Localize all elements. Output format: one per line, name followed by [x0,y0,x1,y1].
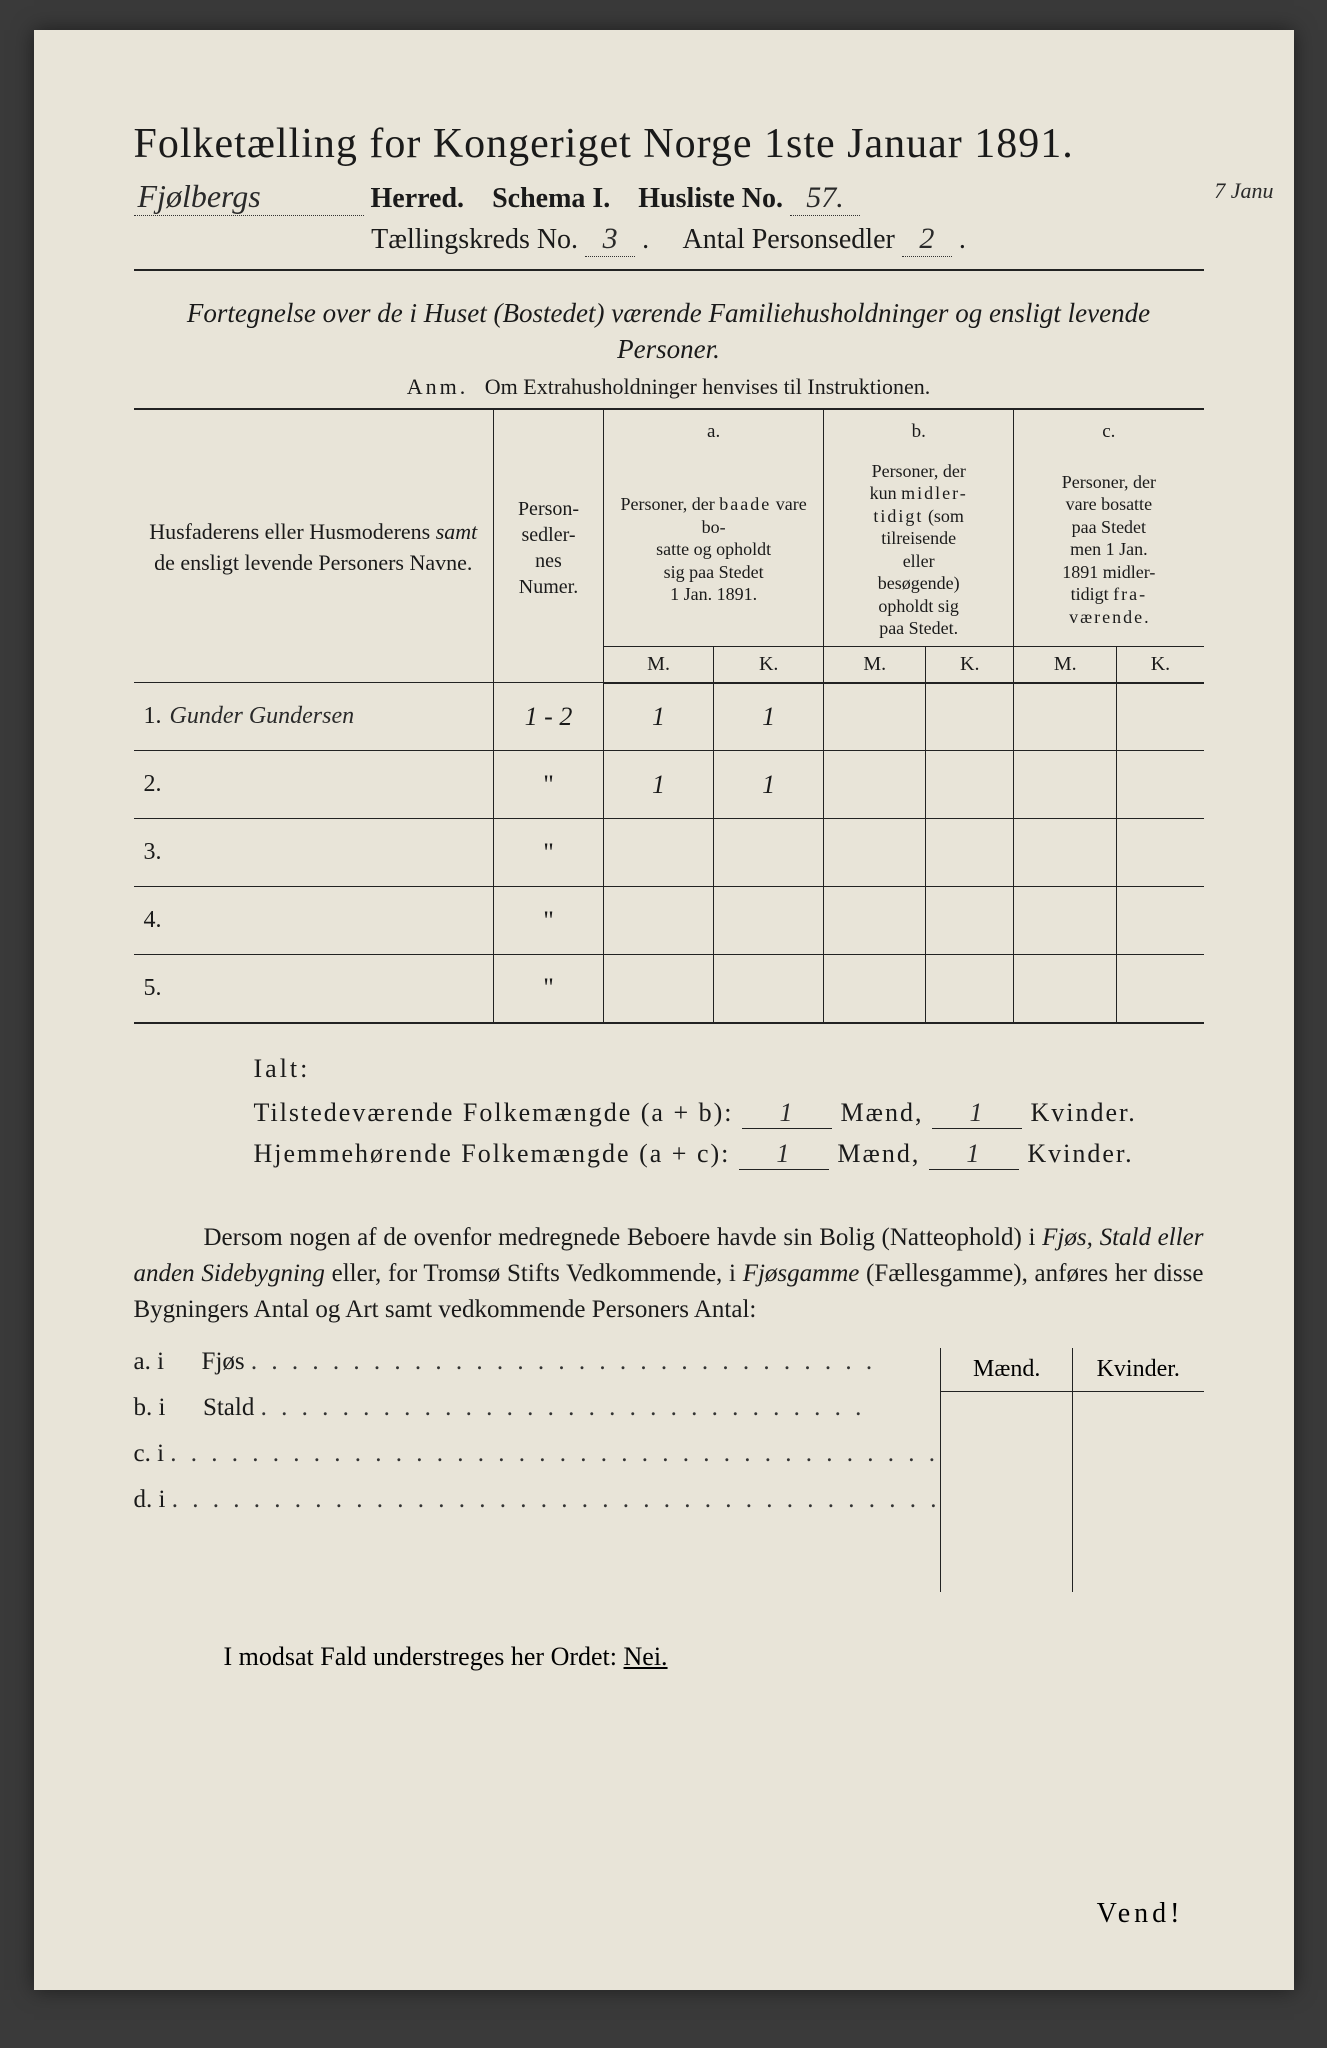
header-line-3: Tællingskreds No. 3 . Antal Personsedler… [134,222,1204,257]
husliste-no: 57. [790,181,860,216]
side-left: a. i Fjøs . . . . . . . . . . . . . . . … [134,1348,941,1592]
sum-line-2: Hjemmehørende Folkemængde (a + c): 1 Mæn… [254,1139,1204,1170]
col-c-label: c. [1014,409,1204,450]
col-name-header: Husfaderens eller Husmoderens samt de en… [134,409,494,683]
col-a-m: M. [604,646,714,683]
cell-cm [1014,683,1117,751]
table-row: 1.Gunder Gundersen 1 - 2 1 1 [134,683,1204,751]
cell-num: 1 - 2 [494,683,604,751]
side-hdr-k: Kvinder. [1073,1348,1204,1391]
table-row: 4. " [134,887,1204,955]
page-title: Folketælling for Kongeriget Norge 1ste J… [134,120,1204,168]
cell-num: " [494,819,604,887]
husliste-label: Husliste No. [638,183,783,214]
table-row: 3. " [134,819,1204,887]
divider [134,269,1204,271]
nei-line: I modsat Fald understreges her Ordet: Ne… [224,1642,1204,1672]
col-b-k: K. [926,646,1014,683]
side-row: b. i Stald . . . . . . . . . . . . . . .… [134,1394,941,1422]
subtitle: Fortegnelse over de i Huset (Bostedet) v… [134,295,1204,368]
schema-label: Schema I. [492,183,610,214]
col-c-m: M. [1014,646,1117,683]
sum2-k: 1 [929,1139,1019,1170]
table-row: 5. " [134,955,1204,1023]
col-num-header: Person-sedler-nesNumer. [494,409,604,683]
side-row: d. i . . . . . . . . . . . . . . . . . .… [134,1486,941,1514]
cell-bm [824,683,926,751]
kreds-label: Tællingskreds No. [371,224,578,255]
antal-label: Antal Personsedler [683,224,895,255]
col-a-label: a. [604,409,824,450]
totals-block: Ialt: Tilstedeværende Folkemængde (a + b… [254,1054,1204,1170]
nei-word: Nei. [624,1642,668,1671]
col-b-text: Personer, derkun midler-tidigt (somtilre… [824,450,1014,647]
cell-num: " [494,751,604,819]
side-col-m [941,1392,1073,1592]
table-row: 2. " 1 1 [134,751,1204,819]
main-table: Husfaderens eller Husmoderens samt de en… [134,408,1204,1024]
side-hdr-m: Mænd. [941,1348,1073,1391]
col-a-text: Personer, der baade vare bo-satte og oph… [604,450,824,647]
anm-text: Om Extrahusholdninger henvises til Instr… [485,374,930,399]
anm-line: Anm. Om Extrahusholdninger henvises til … [134,374,1204,400]
cell-ak: 1 [714,683,824,751]
sum1-m: 1 [742,1098,832,1129]
sum2-m: 1 [739,1139,829,1170]
cell-am: 1 [604,751,714,819]
side-row: c. i . . . . . . . . . . . . . . . . . .… [134,1440,941,1468]
cell-am: 1 [604,683,714,751]
col-b-label: b. [824,409,1014,450]
anm-label: Anm. [407,374,469,399]
side-row: a. i Fjøs . . . . . . . . . . . . . . . … [134,1348,941,1376]
antal-no: 2 [902,222,952,257]
sum1-k: 1 [932,1098,1022,1129]
side-building-table: a. i Fjøs . . . . . . . . . . . . . . . … [134,1348,1204,1592]
person-name: Gunder Gundersen [170,703,355,729]
margin-note: 7 Janu [1214,178,1273,204]
paragraph: Dersom nogen af de ovenfor medregnede Be… [134,1220,1204,1329]
col-c-text: Personer, dervare bosattepaa Stedetmen 1… [1014,450,1204,647]
cell-ak: 1 [714,751,824,819]
side-right: Mænd. Kvinder. [940,1348,1203,1592]
cell-ck [1117,683,1204,751]
ialt-label: Ialt: [254,1054,1204,1084]
side-col-k [1073,1392,1204,1592]
vend-label: Vend! [1097,1898,1184,1930]
col-b-m: M. [824,646,926,683]
cell-num: " [494,955,604,1023]
header-line-2: Fjølbergs Herred. Schema I. Husliste No.… [134,178,1204,216]
herred-label: Herred. [371,183,465,214]
cell-bk [926,683,1014,751]
herred-value: Fjølbergs [134,178,364,216]
col-a-k: K. [714,646,824,683]
cell-num: " [494,887,604,955]
census-form-page: Folketælling for Kongeriget Norge 1ste J… [34,30,1294,1990]
col-c-k: K. [1117,646,1204,683]
sum-line-1: Tilstedeværende Folkemængde (a + b): 1 M… [254,1098,1204,1129]
kreds-no: 3 [585,222,635,257]
